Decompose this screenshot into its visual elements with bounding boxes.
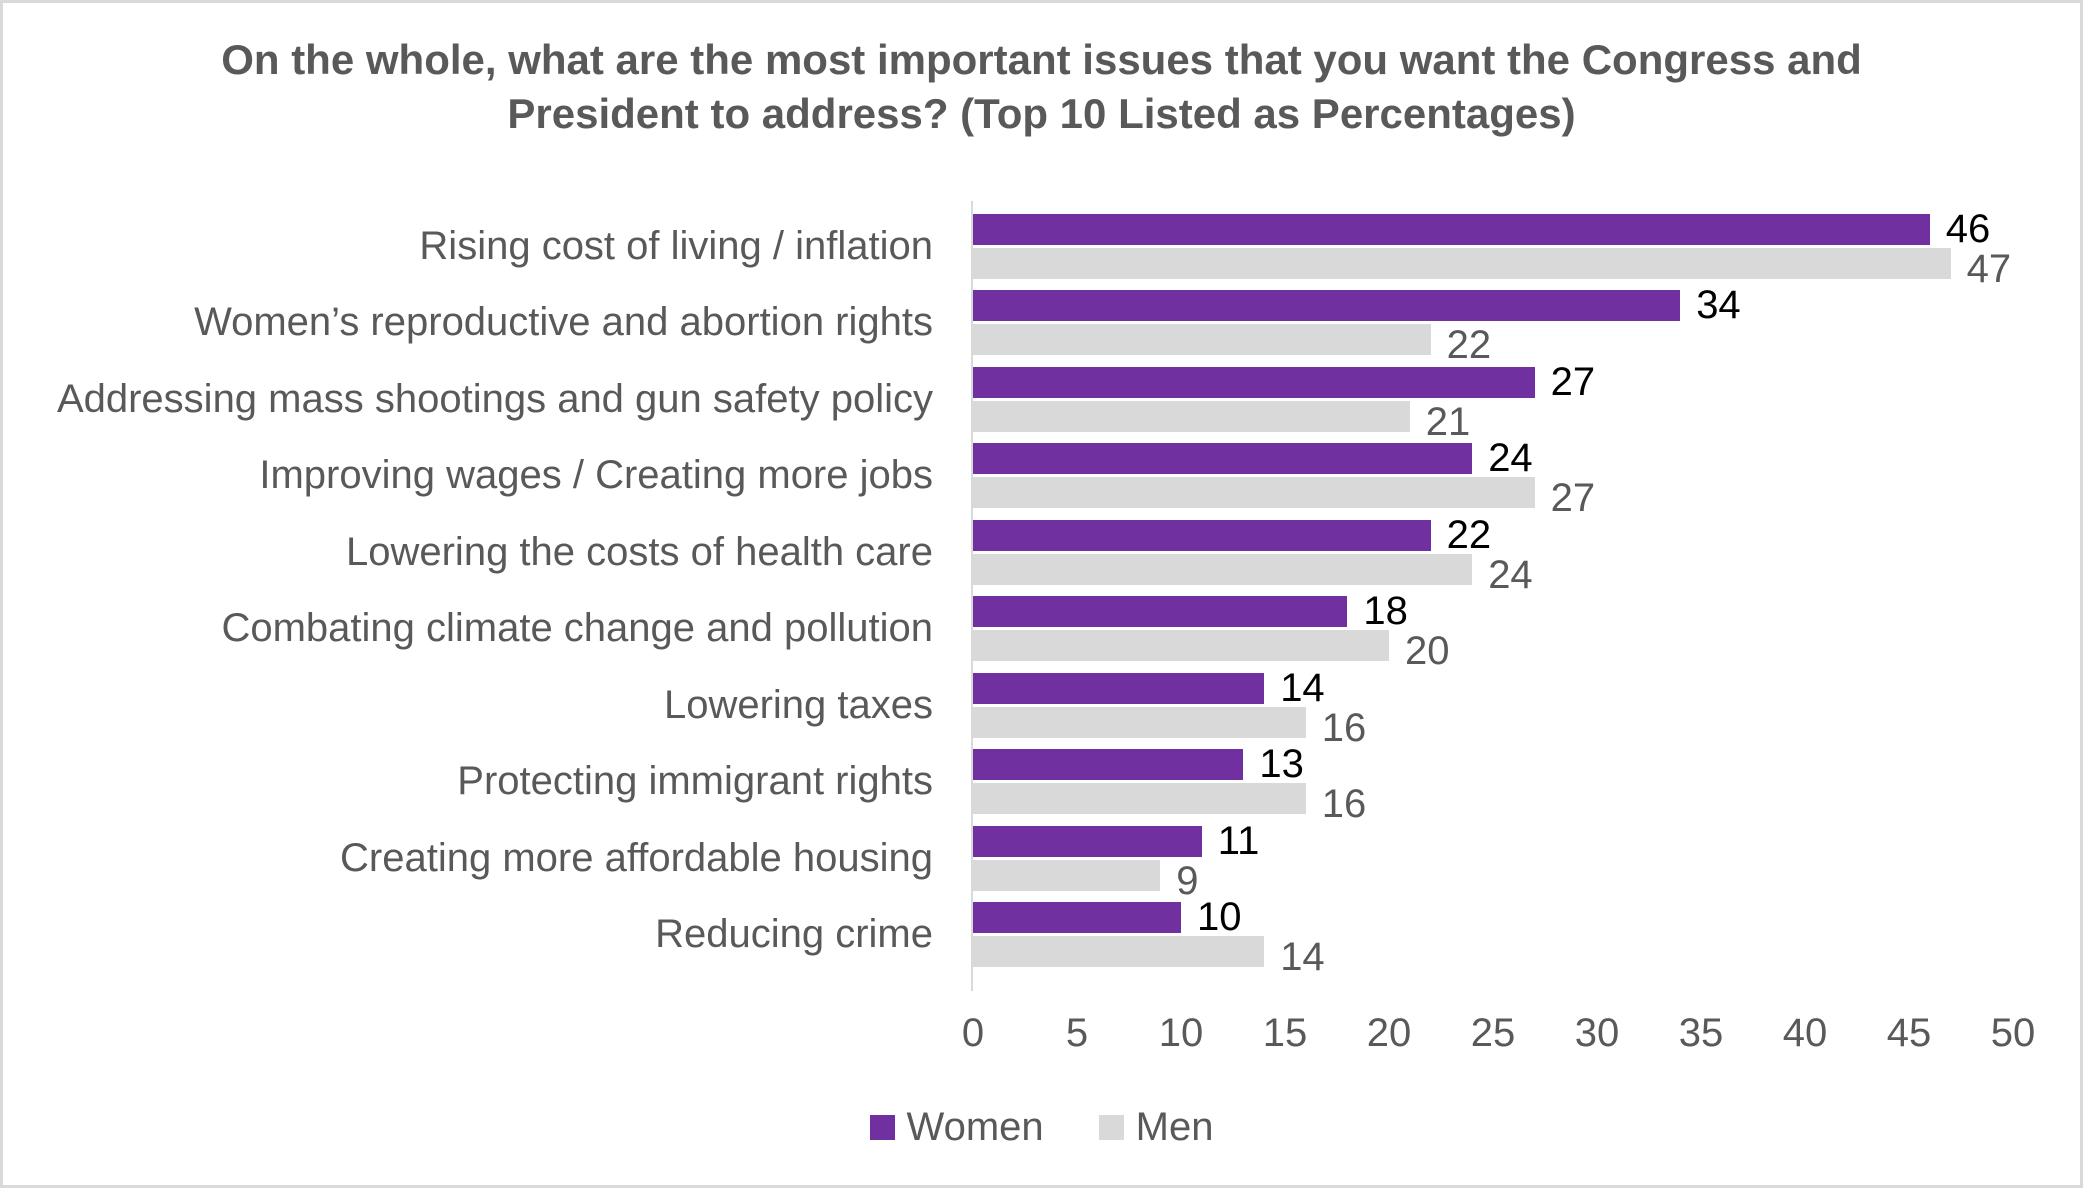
bar-women <box>973 213 1930 245</box>
category-label: Rising cost of living / inflation <box>419 223 933 268</box>
bar-women <box>973 443 1473 475</box>
legend-item-men: Men <box>1098 1105 1214 1150</box>
bar-value-women: 46 <box>1945 206 1991 251</box>
bar-value-women: 13 <box>1259 742 1304 787</box>
bar-group: 46 47 <box>973 206 2080 289</box>
bar-value-men: 47 <box>1966 246 2012 291</box>
chart-row: Lowering taxes 14 16 <box>3 665 2080 748</box>
bar-value-women: 34 <box>1696 283 1741 328</box>
x-tick-label: 5 <box>1065 1011 1089 1055</box>
bar-group: 13 16 <box>973 742 2080 824</box>
bar-value-men: 22 <box>1446 323 1492 368</box>
x-tick-label: 50 <box>1990 1011 2036 1055</box>
category-label: Creating more affordable housing <box>340 835 933 880</box>
x-tick-label: 35 <box>1678 1011 1724 1055</box>
x-tick-label: 25 <box>1470 1011 1516 1055</box>
bar-group: 14 16 <box>973 665 2080 748</box>
bar-women <box>973 825 1202 857</box>
bar-women <box>973 672 1265 704</box>
chart-row: Lowering the costs of health care 22 24 <box>3 512 2080 595</box>
bar-men <box>973 859 1161 891</box>
chart-row: Women’s reproductive and abortion rights… <box>3 283 2080 365</box>
bar-group: 10 14 <box>973 895 2080 977</box>
bar-group: 22 24 <box>973 512 2080 595</box>
category-label: Reducing crime <box>655 912 933 957</box>
legend: Women Men <box>3 1105 2080 1150</box>
legend-label: Men <box>1135 1105 1214 1149</box>
chart-row: Combating climate change and pollution 18… <box>3 589 2080 671</box>
chart-row: Addressing mass shootings and gun safety… <box>3 359 2080 442</box>
bar-men <box>973 324 1431 356</box>
x-tick-label: 0 <box>961 1011 985 1055</box>
y-axis-line <box>971 201 973 991</box>
category-label: Lowering the costs of health care <box>345 529 933 574</box>
bar-group: 34 22 <box>973 283 2080 365</box>
bar-value-women: 11 <box>1217 818 1260 863</box>
bar-men <box>973 706 1306 738</box>
x-axis: 0 5 10 15 20 25 30 35 40 45 50 <box>3 1011 2080 1061</box>
x-tick-label: 45 <box>1886 1011 1932 1055</box>
chart-row: Creating more affordable housing 11 9 <box>3 818 2080 901</box>
bar-women <box>973 749 1244 781</box>
category-label: Women’s reproductive and abortion rights <box>194 300 933 345</box>
category-label: Lowering taxes <box>663 682 933 727</box>
bar-women <box>973 519 1431 551</box>
bar-value-women: 24 <box>1488 436 1533 481</box>
category-label: Improving wages / Creating more jobs <box>259 453 933 498</box>
bar-men <box>973 630 1389 662</box>
chart-title: On the whole, what are the most importan… <box>221 36 1862 137</box>
x-tick-label: 30 <box>1574 1011 1620 1055</box>
category-label: Addressing mass shootings and gun safety… <box>56 376 933 421</box>
bar-men <box>973 553 1473 585</box>
category-label: Combating climate change and pollution <box>221 606 933 651</box>
chart-row: Improving wages / Creating more jobs 24 27 <box>3 436 2080 518</box>
bar-value-men: 16 <box>1321 782 1367 827</box>
bar-women <box>973 596 1348 628</box>
bar-value-women: 27 <box>1550 359 1596 404</box>
bar-women <box>973 902 1181 934</box>
bar-men <box>973 783 1306 815</box>
bar-group: 18 20 <box>973 589 2080 671</box>
x-tick-label: 10 <box>1158 1011 1204 1055</box>
chart-row: Protecting immigrant rights 13 16 <box>3 742 2080 824</box>
bar-value-men: 9 <box>1176 858 1199 903</box>
x-tick-label: 15 <box>1262 1011 1308 1055</box>
bar-value-men: 27 <box>1550 476 1596 521</box>
bar-group: 27 21 <box>973 359 2080 442</box>
category-label: Protecting immigrant rights <box>457 759 933 804</box>
bar-value-men: 20 <box>1405 629 1450 674</box>
bar-men <box>973 247 1951 279</box>
plot-area: Rising cost of living / inflation 46 47 Wom… <box>3 206 2080 978</box>
x-tick-label: 40 <box>1782 1011 1828 1055</box>
bar-women <box>973 366 1535 398</box>
legend-swatch-women <box>869 1115 895 1140</box>
legend-label: Women <box>906 1105 1044 1149</box>
bar-value-women: 14 <box>1280 665 1325 710</box>
bar-value-women: 22 <box>1446 512 1492 557</box>
bar-men <box>973 400 1410 432</box>
legend-item-women: Women <box>869 1105 1044 1150</box>
bar-group: 24 27 <box>973 436 2080 518</box>
bar-men <box>973 936 1265 968</box>
bar-women <box>973 290 1681 322</box>
bar-men <box>973 477 1535 509</box>
chart-row: Reducing crime 10 14 <box>3 895 2080 977</box>
bar-value-men: 16 <box>1321 705 1367 750</box>
bar-value-women: 18 <box>1363 589 1408 634</box>
bar-value-men: 24 <box>1488 552 1533 597</box>
legend-swatch-men <box>1098 1115 1124 1140</box>
x-tick-label: 20 <box>1366 1011 1412 1055</box>
bar-value-men: 21 <box>1425 399 1471 444</box>
bar-value-men: 14 <box>1280 935 1325 980</box>
bar-group: 11 9 <box>973 818 2080 901</box>
bar-value-women: 10 <box>1197 895 1242 940</box>
chart-row: Rising cost of living / inflation 46 47 <box>3 206 2080 289</box>
